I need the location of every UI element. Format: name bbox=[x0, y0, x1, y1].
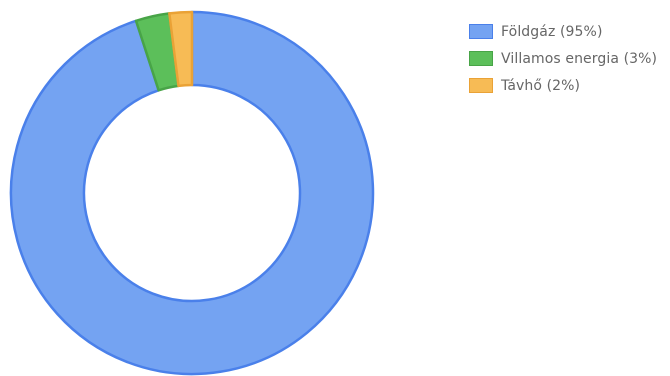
legend-label-tavho: Távhő (2%) bbox=[501, 77, 581, 94]
slice-tavho[interactable] bbox=[168, 10, 194, 88]
chart-legend: Földgáz (95%) Villamos energia (3%) Távh… bbox=[469, 22, 657, 95]
legend-swatch-foldgaz bbox=[469, 24, 493, 39]
slice-foldgaz[interactable] bbox=[9, 10, 375, 376]
legend-label-foldgaz: Földgáz (95%) bbox=[501, 23, 603, 40]
legend-label-villamos-energia: Villamos energia (3%) bbox=[501, 50, 658, 67]
legend-swatch-tavho bbox=[469, 78, 493, 93]
legend-item-foldgaz[interactable]: Földgáz (95%) bbox=[469, 22, 657, 41]
legend-item-villamos-energia[interactable]: Villamos energia (3%) bbox=[469, 49, 657, 68]
legend-item-tavho[interactable]: Távhő (2%) bbox=[469, 76, 657, 95]
legend-swatch-villamos-energia bbox=[469, 51, 493, 66]
